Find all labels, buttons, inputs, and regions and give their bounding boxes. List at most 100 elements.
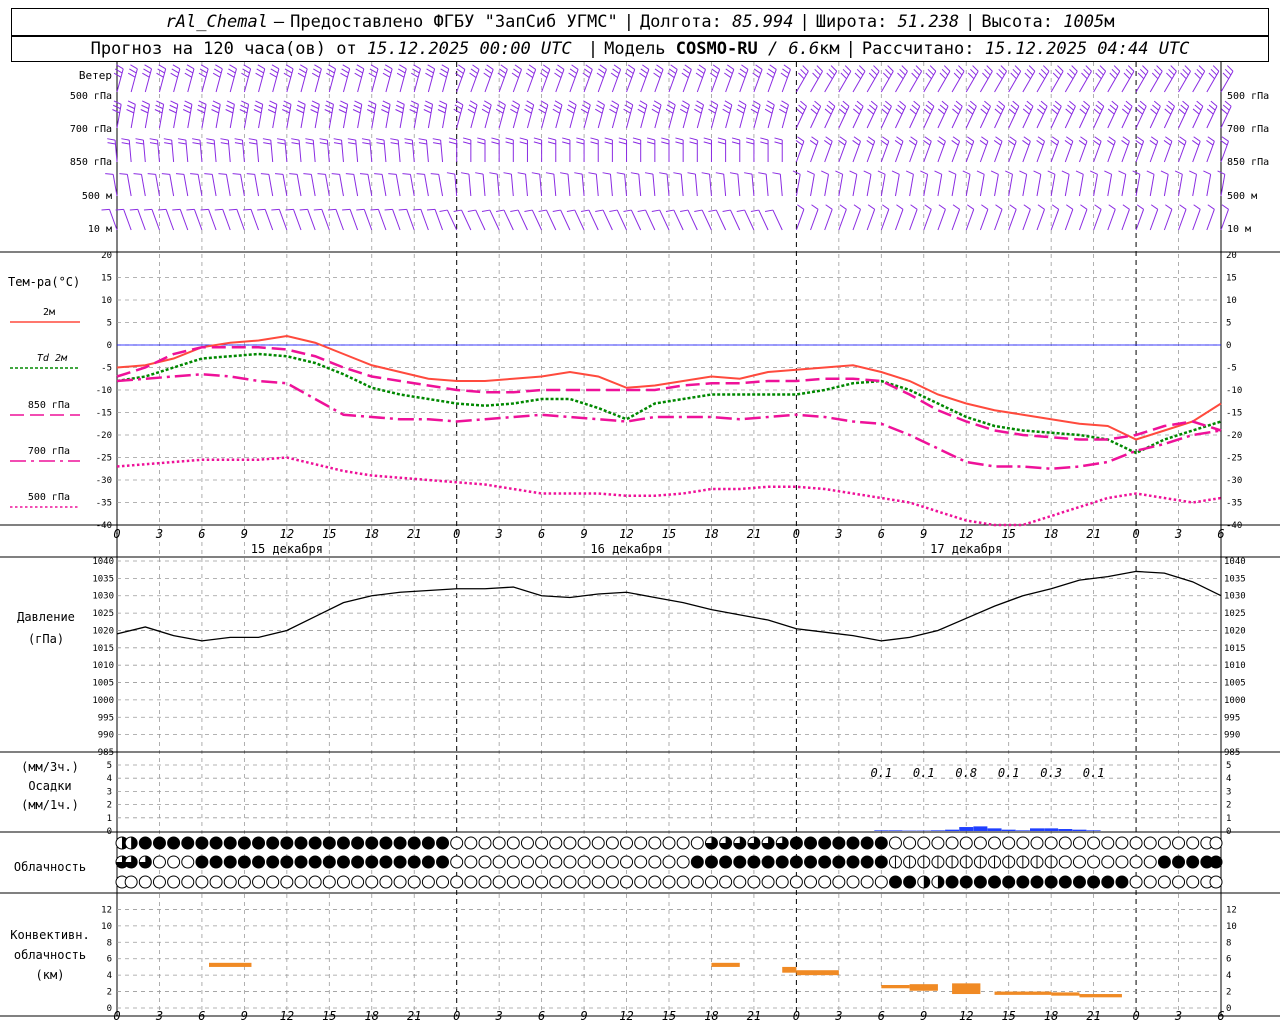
wind-barb-feather — [709, 72, 718, 78]
wind-barb-feather — [651, 108, 660, 114]
wind-barb-feather — [562, 137, 571, 141]
wind-barb-feather — [715, 172, 724, 175]
wind-barb — [1022, 100, 1034, 129]
wind-barb-feather — [1022, 140, 1030, 146]
cloud-symbol — [252, 836, 266, 850]
cloud-symbol-circle — [577, 836, 591, 850]
wind-barb-staff — [355, 140, 359, 163]
wind-barb-feather — [1024, 104, 1032, 111]
wind-barb-feather — [967, 72, 975, 80]
wind-barb-staff — [715, 209, 727, 231]
cloud-symbol — [181, 855, 195, 869]
wind-barb-feather — [953, 104, 961, 111]
wind-barb-staff — [155, 174, 160, 197]
wind-barb — [368, 64, 379, 93]
wind-barb — [175, 173, 189, 197]
wind-barb — [877, 170, 886, 197]
wind-barb-staff — [126, 174, 132, 197]
wind-barb-feather — [703, 141, 712, 145]
cloud-symbol — [322, 875, 336, 889]
wind-barb — [398, 208, 415, 231]
precip-ytick-label-right: 0 — [1226, 827, 1231, 837]
wind-barb-feather — [1079, 108, 1087, 115]
wind-barb-staff — [264, 209, 274, 231]
wind-barb-feather — [129, 208, 138, 211]
cloud-symbol-circle — [888, 875, 902, 889]
wind-barb-feather — [610, 72, 618, 78]
convective-bar — [952, 983, 981, 995]
wind-barb-feather — [163, 138, 172, 141]
cloud-symbol — [209, 836, 223, 850]
wind-barb — [206, 138, 217, 163]
pressure-ytick-label-right: 995 — [1224, 713, 1240, 723]
wind-level-10m-right: 10 м — [1227, 224, 1251, 235]
wind-barb-feather — [510, 108, 518, 114]
wind-barb-feather — [653, 100, 662, 106]
wind-barb-feather — [439, 72, 447, 78]
wind-barb-staff — [1135, 70, 1149, 93]
wind-barb-feather — [652, 104, 661, 110]
wind-barb-staff — [795, 209, 805, 231]
wind-barb-feather — [598, 68, 606, 74]
wind-barb — [359, 173, 373, 197]
wind-barb-staff — [1121, 209, 1130, 231]
cloud-symbol — [209, 855, 223, 869]
temp-ytick-label-right: -25 — [1226, 454, 1242, 464]
wind-barb — [356, 208, 373, 231]
wind-barb-feather — [399, 64, 407, 70]
wind-barb-staff — [994, 209, 1003, 231]
wind-barb — [446, 172, 458, 197]
cloud-symbol-circle — [464, 836, 478, 850]
cloud-symbol-circle — [464, 855, 478, 869]
wind-barb-feather — [723, 104, 731, 110]
wind-barb — [1107, 136, 1116, 163]
wind-barb — [177, 138, 189, 163]
cloud-symbol-circle — [308, 875, 322, 889]
cloud-symbol — [450, 836, 464, 850]
wind-barb-feather — [927, 68, 934, 76]
calc-time: 15.12.2025 04:44 UTC — [984, 39, 1190, 59]
wind-barb-feather — [731, 141, 740, 145]
wind-barb-feather — [1221, 136, 1229, 142]
wind-barb-staff — [1022, 141, 1031, 163]
hour-tick-label-bottom: 21 — [1086, 1009, 1100, 1023]
wind-barb-feather — [1065, 204, 1074, 210]
cloud-symbol-circle — [973, 875, 987, 889]
wind-barb-staff — [866, 70, 880, 93]
wind-barb-staff — [1121, 70, 1135, 93]
wind-barb-feather — [1053, 104, 1060, 111]
wind-barb-feather — [661, 137, 670, 141]
wind-barb — [1160, 170, 1169, 197]
wind-barb-feather — [497, 104, 505, 110]
wind-barb-feather — [760, 141, 769, 145]
temp-ytick-label: -35 — [96, 499, 112, 509]
temp-ytick-label-right: -35 — [1226, 499, 1242, 509]
cloud-symbol-circle — [1186, 875, 1200, 889]
wind-barb-feather — [441, 64, 450, 70]
wind-barb — [1135, 204, 1145, 231]
wind-barb-staff — [640, 69, 650, 93]
cloud-symbol-three-quarter — [705, 837, 718, 849]
wind-barb — [412, 208, 429, 231]
wind-barb-staff — [420, 209, 429, 231]
wind-barb-feather — [661, 141, 670, 145]
wind-barb-feather — [1081, 104, 1089, 111]
wind-barb-feather — [426, 68, 434, 74]
hour-tick-label: 12 — [959, 527, 973, 541]
wind-barb — [750, 100, 761, 129]
wind-barb-feather — [1065, 108, 1073, 115]
cloud-symbol — [252, 875, 266, 889]
cloud-symbol — [1157, 836, 1171, 850]
wind-barb — [1163, 65, 1177, 93]
cloud-symbol-circle — [322, 836, 336, 850]
wind-barb-feather — [1154, 68, 1161, 76]
wind-barb-feather — [729, 172, 738, 175]
wind-barb-feather — [769, 64, 777, 70]
wind-barb-feather — [326, 100, 334, 105]
cloud-symbol — [1087, 855, 1101, 869]
wind-barb-feather — [158, 208, 167, 211]
wind-barb-feather — [966, 108, 974, 115]
cloud-symbol-circle — [407, 855, 421, 869]
wind-barb-feather — [255, 100, 263, 105]
wind-barb — [809, 136, 819, 163]
